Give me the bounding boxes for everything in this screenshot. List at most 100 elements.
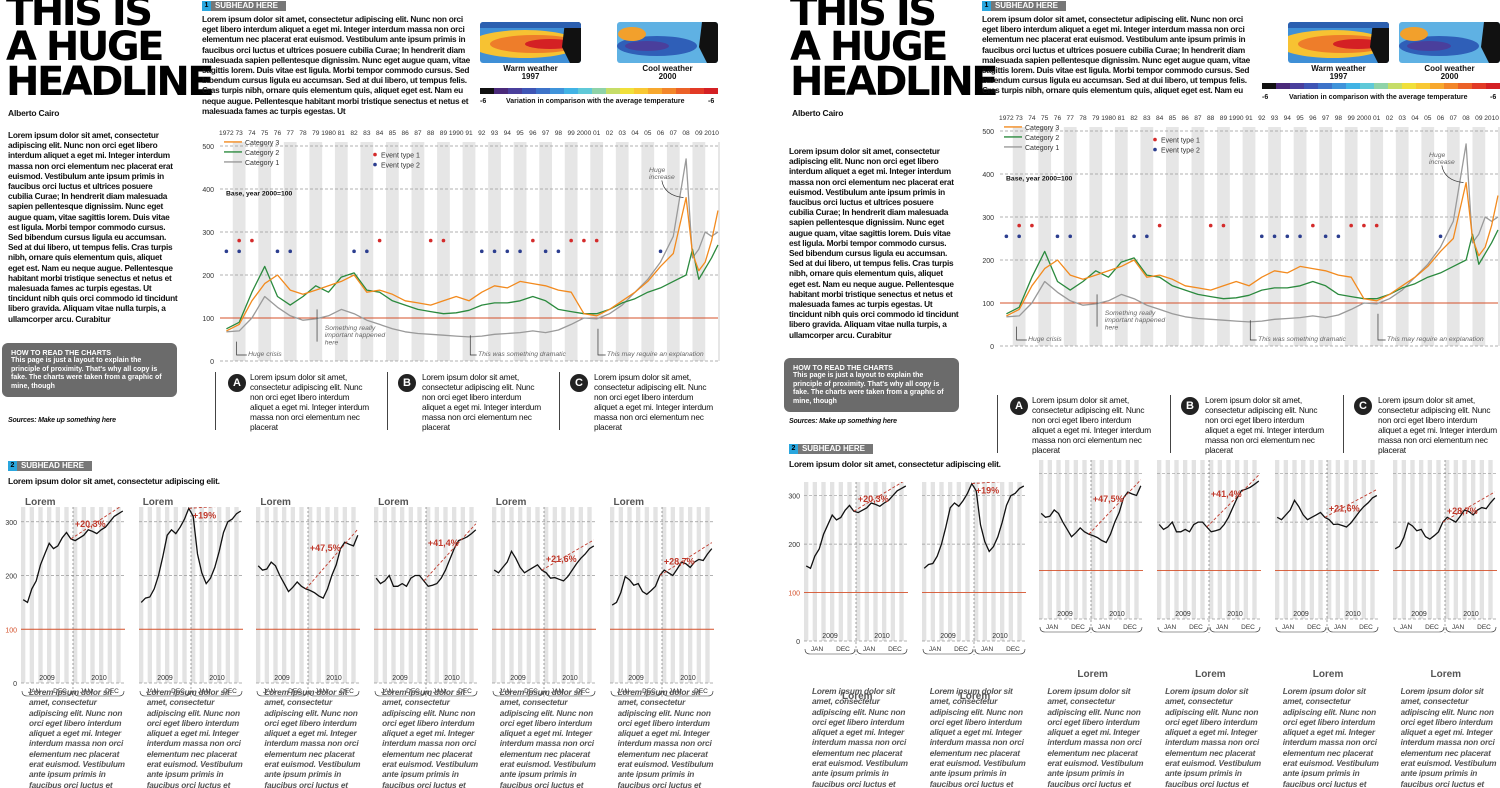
x-tick-label: 96: [1309, 115, 1317, 122]
annotation-arrow: [1441, 165, 1464, 183]
small-chart-title: Lorem: [1312, 669, 1344, 680]
month-stripe: [1183, 460, 1188, 619]
month-stripe: [1117, 460, 1122, 619]
month-stripe: [273, 507, 279, 683]
small-chart-svg: +19% 2009 2010 JAN DEC JAN DEC: [138, 504, 243, 697]
howto-title: HOW TO READ THE CHARTS: [793, 363, 894, 372]
month-stripe: [509, 507, 514, 683]
year-label: 2009: [392, 675, 408, 682]
scale-swatch: [648, 88, 662, 94]
series-line: [375, 529, 477, 588]
x-tick-label: 08: [682, 130, 690, 137]
annotation-huge-crisis: Huge crisis: [248, 351, 282, 358]
small-chart-svg: +19% 2009 2010 JAN DEC JAN DEC: [921, 479, 1026, 655]
color-scale: [480, 88, 718, 94]
month-stripe: [64, 507, 69, 683]
event-dot: [250, 238, 254, 243]
year-stripe: [309, 142, 323, 361]
series-line: [226, 158, 719, 338]
small-chart-desc: Lorem ipsum dolor sit amet, consectetur …: [1400, 686, 1497, 788]
small-chart: +21,6% 2009 2010 JAN DEC JAN DEC Lorem Lorem ips…: [1255, 460, 1391, 788]
year-bracket: [804, 648, 856, 655]
small-chart-title: Lorem: [1195, 669, 1226, 680]
series-line: [493, 545, 594, 582]
y-tick-label: 300: [5, 520, 17, 527]
month-stripe: [1361, 460, 1366, 619]
event-dot: [237, 238, 241, 243]
y-tick-label: 200: [982, 258, 994, 265]
x-tick-label: 81: [338, 130, 346, 137]
annotation-arrow: [1016, 326, 1027, 341]
event-dot: [428, 238, 433, 243]
year-bracket: [191, 690, 242, 697]
month-stripe: [626, 507, 632, 683]
small-chart-title: Lorem: [1077, 669, 1108, 680]
month-stripe: [812, 482, 817, 641]
month-stripe: [1470, 460, 1475, 619]
month-label: DEC: [458, 688, 472, 695]
month-stripe: [391, 507, 396, 683]
month-label: DEC: [1359, 624, 1373, 631]
year-bracket: [1157, 626, 1209, 633]
year-stripe: [1242, 127, 1256, 346]
annotation-arrow: [661, 180, 684, 198]
month-label: DEC: [289, 688, 303, 695]
month-stripe: [899, 482, 904, 641]
x-tick-label: 2010: [704, 130, 719, 137]
month-stripe: [1318, 460, 1323, 619]
annotation-huge-increase: Huge increase: [649, 167, 675, 181]
layout-left: THIS IS A HUGE HEADLINE Alberto Cairo Lo…: [2, 0, 720, 788]
month-stripe: [81, 507, 86, 683]
month-stripe: [930, 482, 935, 641]
month-stripe: [1235, 460, 1240, 619]
month-stripe: [670, 507, 675, 683]
scale-swatch: [1332, 83, 1346, 89]
year-bracket: [1040, 626, 1091, 633]
year-stripe: [1114, 127, 1128, 346]
small-chart: +28,7% 2009 2010 JAN DEC JAN DEC Lorem Lorem ips…: [1373, 460, 1500, 788]
howto-box: HOW TO READ THE CHARTS This page is just…: [2, 343, 177, 397]
x-tick-label: 78: [1079, 115, 1087, 122]
x-tick-label: 91: [1245, 115, 1253, 122]
year-bracket: [426, 690, 478, 697]
howto-title: HOW TO READ THE CHARTS: [11, 348, 112, 357]
legend-label: Category 3: [1025, 125, 1059, 132]
year-stripe: [564, 142, 578, 361]
y-tick-label: 500: [202, 144, 214, 151]
month-stripe: [164, 507, 170, 683]
trend-line: [188, 504, 241, 509]
month-stripe: [334, 507, 339, 683]
x-tick-label: 07: [670, 130, 678, 137]
cool-map-label: Cool weather 2000: [1424, 64, 1475, 81]
scale-swatch: [1444, 83, 1458, 89]
month-stripe: [661, 507, 666, 683]
warm-map-image: [480, 22, 581, 63]
year-label: 2009: [1293, 611, 1309, 618]
subhead-1-text: Lorem ipsum dolor sit amet, consectetur …: [202, 14, 470, 116]
event-dot: [441, 238, 446, 243]
month-stripe: [1392, 460, 1397, 619]
annotation-important: Something really important happened here: [1105, 310, 1166, 331]
scale-swatch: [606, 88, 620, 94]
month-label: JAN: [80, 688, 93, 695]
year-bracket: [73, 690, 125, 697]
month-stripe: [1039, 460, 1044, 619]
month-stripe: [265, 507, 270, 683]
subhead-1: 1 SUBHEAD HERE: [202, 1, 286, 11]
event-dot: [377, 238, 382, 243]
month-stripe: [921, 482, 927, 641]
year-label: 2009: [1411, 611, 1427, 618]
month-label: DEC: [694, 688, 708, 695]
small-chart-title: Lorem: [25, 497, 56, 508]
x-tick-label: 07: [1450, 115, 1458, 122]
y-tick-label: 100: [788, 591, 800, 598]
month-label: JAN: [1216, 624, 1229, 631]
x-tick-label: 87: [414, 130, 422, 137]
small-chart-title: Lorem: [842, 691, 873, 702]
scale-swatch: [704, 88, 718, 94]
abc-letter-badge: C: [1354, 397, 1372, 415]
year-bracket: [856, 648, 908, 655]
x-tick-label: 1980: [321, 130, 336, 137]
event-dot: [1438, 234, 1443, 239]
month-stripe: [1418, 460, 1423, 619]
